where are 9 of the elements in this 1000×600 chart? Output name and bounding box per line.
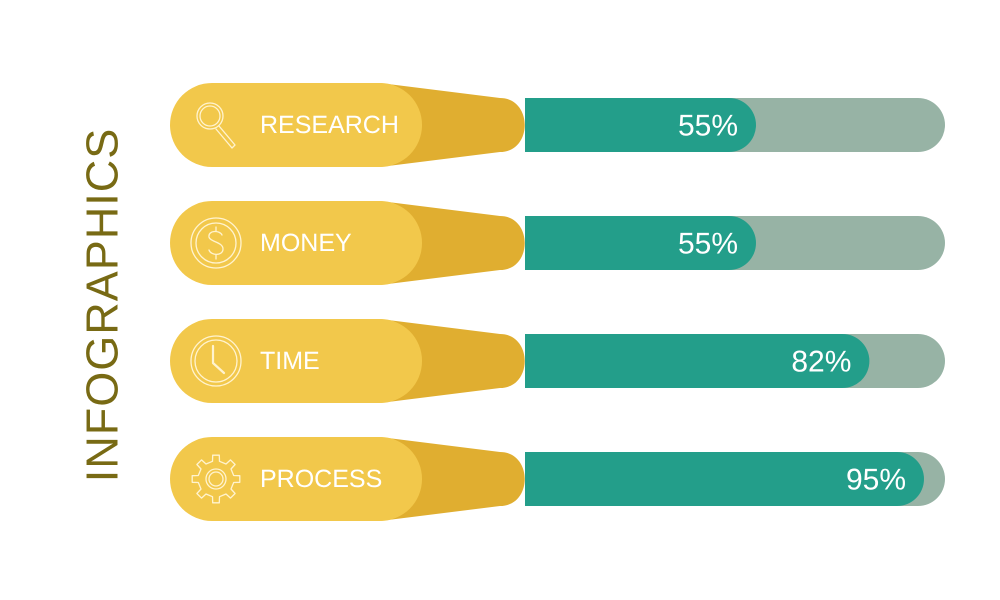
- data-label: 55%: [678, 228, 738, 261]
- y-tick-label: RESEARCH: [260, 111, 399, 139]
- y-tick-label: TIME: [260, 347, 320, 375]
- data-label: 95%: [846, 464, 906, 497]
- y-tick-label: MONEY: [260, 229, 352, 257]
- data-label: 82%: [791, 346, 852, 379]
- text: INFOGRAPHICS: [76, 128, 128, 482]
- y-tick-label: PROCESS: [260, 465, 382, 493]
- data-label: 55%: [678, 110, 738, 143]
